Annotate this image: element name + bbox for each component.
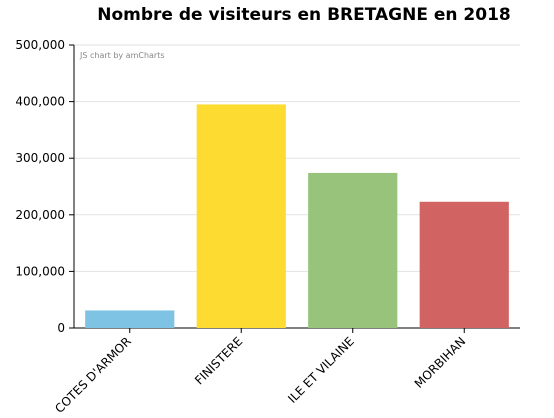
y-tick-label: 200,000: [15, 208, 65, 222]
bars: [85, 104, 509, 329]
bar-ile-et-vilaine[interactable]: [308, 172, 398, 328]
chart-title: Nombre de visiteurs en BRETAGNE en 2018: [97, 5, 511, 25]
category-label: ILE ET VILAINE: [285, 334, 357, 406]
category-labels: COTES D'ARMOR FINISTERE ILE ET VILAINE MORB…: [52, 334, 468, 416]
category-label: MORBIHAN: [412, 334, 469, 391]
category-label: FINISTERE: [192, 334, 245, 387]
bar-cotes-d-armor[interactable]: [85, 310, 175, 328]
y-tick-label: 300,000: [15, 151, 65, 165]
y-tick-label: 400,000: [15, 95, 65, 109]
y-tick-label: 500,000: [15, 38, 65, 52]
bar-morbihan[interactable]: [419, 201, 509, 328]
y-tick-label: 100,000: [15, 264, 65, 278]
bar-finistere[interactable]: [196, 104, 286, 329]
y-tick-label: 0: [57, 321, 65, 335]
category-label: COTES D'ARMOR: [52, 334, 134, 416]
chart-credit-link[interactable]: JS chart by amCharts: [79, 51, 165, 60]
